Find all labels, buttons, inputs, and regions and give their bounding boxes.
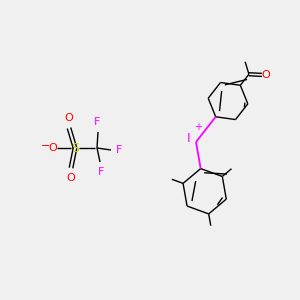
Text: O: O <box>49 143 57 153</box>
Text: −: − <box>41 141 51 151</box>
Text: S: S <box>71 142 79 154</box>
Text: I: I <box>186 131 190 145</box>
Text: F: F <box>116 145 122 155</box>
Text: F: F <box>94 117 100 127</box>
Text: O: O <box>64 113 74 123</box>
Text: O: O <box>262 70 270 80</box>
Text: O: O <box>67 173 75 183</box>
Text: F: F <box>98 167 104 177</box>
Text: +: + <box>194 122 202 132</box>
